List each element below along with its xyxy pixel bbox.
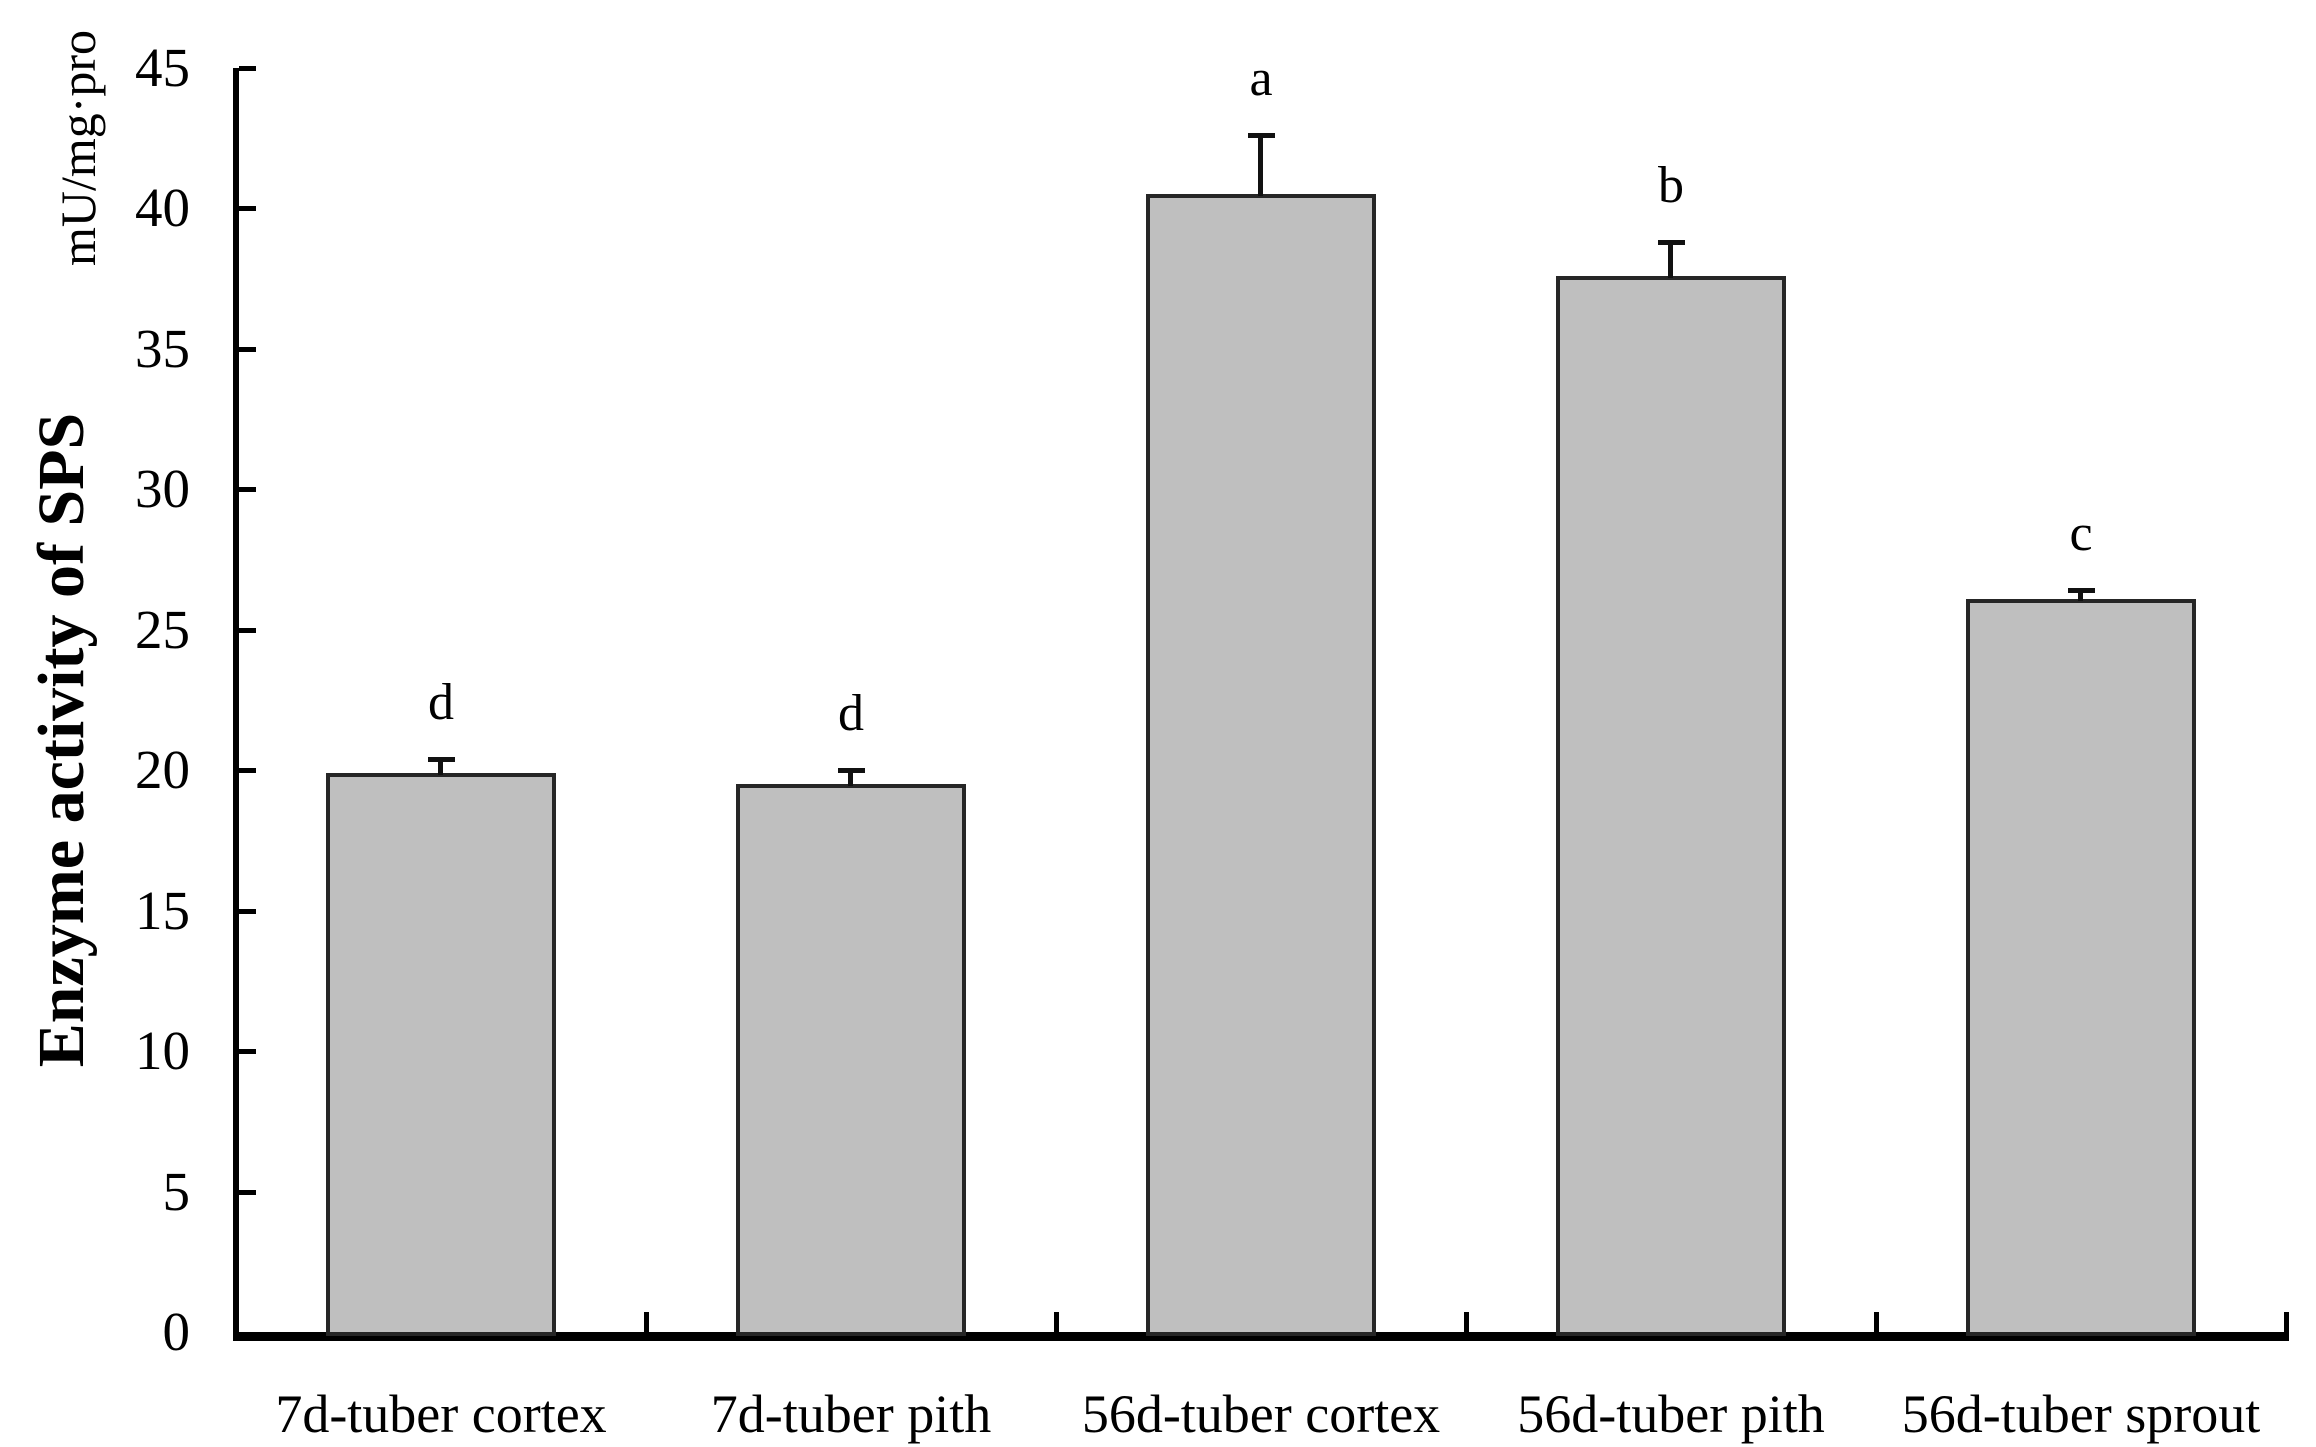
x-category-label: 7d-tuber cortex: [275, 1384, 607, 1444]
y-tick: [239, 487, 256, 493]
sig-letter: d: [838, 685, 864, 743]
y-tick: [239, 1189, 256, 1195]
bar: [1556, 275, 1786, 1336]
error-bar-stem: [2078, 590, 2083, 601]
sig-letter: b: [1658, 157, 1684, 215]
bar: [326, 773, 556, 1336]
x-category-label: 7d-tuber pith: [710, 1384, 992, 1444]
y-axis-line: [233, 68, 239, 1341]
error-bar-cap: [1657, 240, 1685, 246]
y-tick: [239, 66, 256, 71]
x-category-label: 56d-tuber cortex: [1081, 1384, 1441, 1444]
sig-letter: a: [1249, 50, 1273, 108]
error-bar-stem: [1258, 135, 1263, 197]
sig-letter: d: [428, 673, 454, 731]
error-bar-cap: [2067, 588, 2095, 594]
sig-letter: c: [2069, 505, 2093, 563]
y-tick-label: 40: [135, 177, 190, 239]
x-boundary-tick: [1874, 1312, 1879, 1332]
y-tick-label: 20: [135, 739, 190, 801]
y-tick-label: 45: [135, 37, 190, 98]
x-boundary-tick: [1054, 1312, 1059, 1332]
y-tick-label: 35: [135, 317, 190, 379]
y-tick-label: 0: [162, 1301, 191, 1362]
y-tick-label: 30: [135, 458, 190, 520]
y-tick: [239, 627, 256, 633]
error-bar-stem: [438, 758, 443, 776]
error-bar-stem: [1668, 242, 1673, 278]
x-boundary-tick: [2284, 1312, 2289, 1332]
y-tick-label: 15: [135, 879, 190, 941]
bar: [1146, 194, 1376, 1336]
y-tick-label: 25: [135, 598, 190, 660]
x-axis-line: [233, 1332, 2289, 1341]
bar: [736, 784, 966, 1336]
x-boundary-tick: [1464, 1312, 1469, 1332]
x-category-label: 56d-tuber sprout: [1901, 1384, 2261, 1444]
y-tick-label: 10: [135, 1020, 190, 1082]
error-bar-stem: [848, 770, 853, 787]
y-tick: [239, 206, 256, 212]
y-tick: [239, 768, 256, 774]
y-tick: [239, 346, 256, 352]
bar: [1966, 598, 2196, 1336]
y-tick: [239, 908, 256, 914]
error-bar-cap: [837, 768, 865, 774]
y-tick-label: 5: [162, 1160, 191, 1222]
x-boundary-tick: [644, 1312, 649, 1332]
error-bar-cap: [427, 756, 455, 762]
y-tick: [239, 1049, 256, 1055]
error-bar-cap: [1247, 133, 1275, 139]
x-category-label: 56d-tuber pith: [1517, 1384, 1825, 1444]
